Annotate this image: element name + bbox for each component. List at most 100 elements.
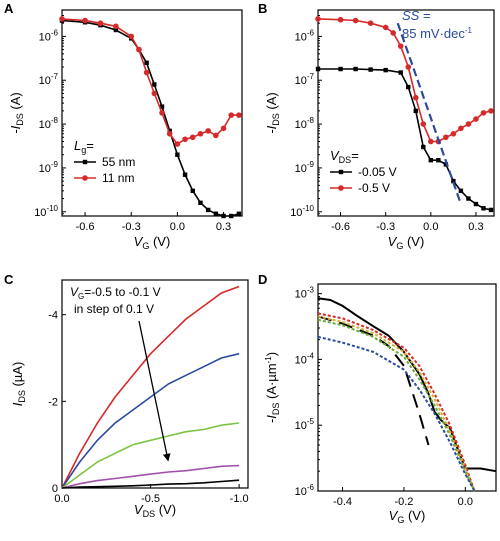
chart-panel-a: -0.6 -0.3 0.0 0.3 10-10 10-9 10-8 10-7 10-6 VG (V… bbox=[8, 9, 243, 251]
data-point bbox=[473, 116, 479, 122]
data-point bbox=[213, 211, 219, 216]
data-point bbox=[59, 16, 65, 22]
ss-annotation: SS = 85 mV·dec-1 bbox=[402, 8, 473, 41]
y-tick-label: 10-6 bbox=[295, 28, 315, 43]
data-point bbox=[82, 17, 88, 24]
x-tick-label: -0.5 bbox=[141, 493, 160, 505]
data-point bbox=[197, 130, 204, 137]
y-tick-label: 10-7 bbox=[39, 72, 59, 87]
data-point bbox=[406, 84, 411, 90]
data-point bbox=[368, 67, 373, 72]
data-point bbox=[174, 141, 181, 147]
data-point bbox=[236, 211, 242, 216]
data-point bbox=[152, 82, 157, 87]
y-tick-label: 10-5 bbox=[295, 417, 315, 432]
legend-entry: 55 nm bbox=[102, 155, 135, 169]
data-point bbox=[228, 112, 235, 118]
legend-marker bbox=[82, 159, 88, 165]
series-line bbox=[61, 479, 240, 489]
x-tick-label: -0.4 bbox=[333, 496, 352, 508]
data-point bbox=[113, 27, 119, 33]
y-tick-label: 10-6 bbox=[295, 483, 315, 498]
data-point bbox=[229, 213, 234, 219]
legend-entry: -0.5 V bbox=[358, 181, 390, 195]
data-point bbox=[398, 70, 403, 75]
y-tick-label: 10-10 bbox=[34, 204, 58, 219]
legend-title: Lg= bbox=[74, 138, 94, 155]
data-point bbox=[128, 33, 135, 40]
y-tick-label: -4 bbox=[48, 310, 58, 322]
x-tick-label: -0.6 bbox=[76, 221, 95, 233]
data-point bbox=[221, 213, 226, 219]
vg-range-annotation: VG=-0.5 to -0.1 V bbox=[70, 285, 161, 301]
y-axis-label: IDS (µA) bbox=[10, 362, 27, 407]
series-line bbox=[61, 285, 240, 489]
y-tick-label: 10-7 bbox=[295, 72, 315, 87]
series-line bbox=[61, 352, 240, 489]
chart-panel-d: -0.4 -0.2 0.0 10-6 10-5 10-4 10-3 VG (V) -IDS (A… bbox=[264, 283, 497, 525]
data-point bbox=[382, 24, 389, 31]
data-point bbox=[428, 138, 434, 145]
y-axis-label: -IDS (A) bbox=[8, 92, 25, 133]
plot-frame bbox=[317, 9, 495, 217]
y-tick-label: 10-10 bbox=[290, 204, 314, 219]
chart-panel-b: -0.6 -0.3 0.0 0.3 10-10 10-9 10-8 10-7 10-6 SS = 8… bbox=[264, 8, 495, 251]
legend-entry: -0.05 V bbox=[358, 165, 397, 179]
y-tick-label: 10-9 bbox=[39, 160, 59, 175]
series-line bbox=[61, 464, 240, 489]
ss-fit-line bbox=[396, 22, 462, 205]
data-point bbox=[236, 112, 242, 118]
plot-frame bbox=[61, 9, 243, 217]
y-axis-label: -IDS (A·µm-1) bbox=[264, 352, 281, 423]
vg-step-annotation: in step of 0.1 V bbox=[74, 302, 154, 316]
data-point bbox=[421, 144, 426, 150]
y-tick-label: 0 bbox=[52, 483, 58, 495]
data-point bbox=[465, 121, 472, 127]
data-point bbox=[143, 69, 150, 76]
data-point bbox=[420, 121, 427, 127]
legend-title: VDS= bbox=[330, 148, 359, 165]
data-point bbox=[159, 110, 165, 116]
x-tick-label: 0.0 bbox=[423, 221, 438, 233]
y-axis-label: -IDS (A) bbox=[264, 92, 281, 133]
trend-arrow bbox=[138, 320, 171, 462]
x-axis-label: VG (V) bbox=[388, 234, 425, 251]
x-tick-label: -0.3 bbox=[122, 221, 141, 233]
panel-letter-b: B bbox=[258, 1, 267, 16]
data-point bbox=[412, 94, 419, 101]
series-line bbox=[317, 318, 476, 492]
data-point bbox=[189, 134, 196, 141]
series-line bbox=[317, 335, 476, 492]
x-tick-label: 0.0 bbox=[54, 493, 69, 505]
y-tick-label: 10-8 bbox=[39, 116, 59, 131]
data-point bbox=[213, 132, 219, 139]
x-tick-label: 0.3 bbox=[468, 221, 483, 233]
y-tick-label: 10-3 bbox=[295, 286, 315, 301]
data-point bbox=[338, 66, 343, 72]
data-point bbox=[337, 16, 344, 23]
data-point bbox=[450, 130, 457, 137]
panel-letter-d: D bbox=[258, 272, 267, 287]
series-line bbox=[317, 315, 476, 492]
data-point bbox=[481, 206, 486, 211]
series-line bbox=[61, 422, 240, 489]
data-point bbox=[451, 178, 456, 184]
data-point bbox=[428, 157, 434, 163]
data-point bbox=[151, 90, 158, 97]
legend-marker bbox=[338, 169, 344, 175]
data-point bbox=[220, 125, 227, 132]
x-tick-label: -0.6 bbox=[331, 221, 350, 233]
series-line bbox=[61, 19, 240, 217]
data-point bbox=[97, 20, 104, 26]
data-point bbox=[436, 157, 441, 163]
legend-entry: 11 nm bbox=[102, 171, 134, 185]
data-point bbox=[383, 67, 388, 73]
panel-letter-a: A bbox=[4, 1, 14, 16]
data-point bbox=[113, 23, 119, 30]
x-tick-label: 0.0 bbox=[170, 221, 185, 233]
plot-frame bbox=[317, 283, 497, 492]
data-point bbox=[205, 128, 211, 134]
data-point bbox=[315, 66, 321, 72]
x-axis-label: VG (V) bbox=[134, 234, 171, 251]
x-tick-label: 0.0 bbox=[458, 496, 473, 508]
